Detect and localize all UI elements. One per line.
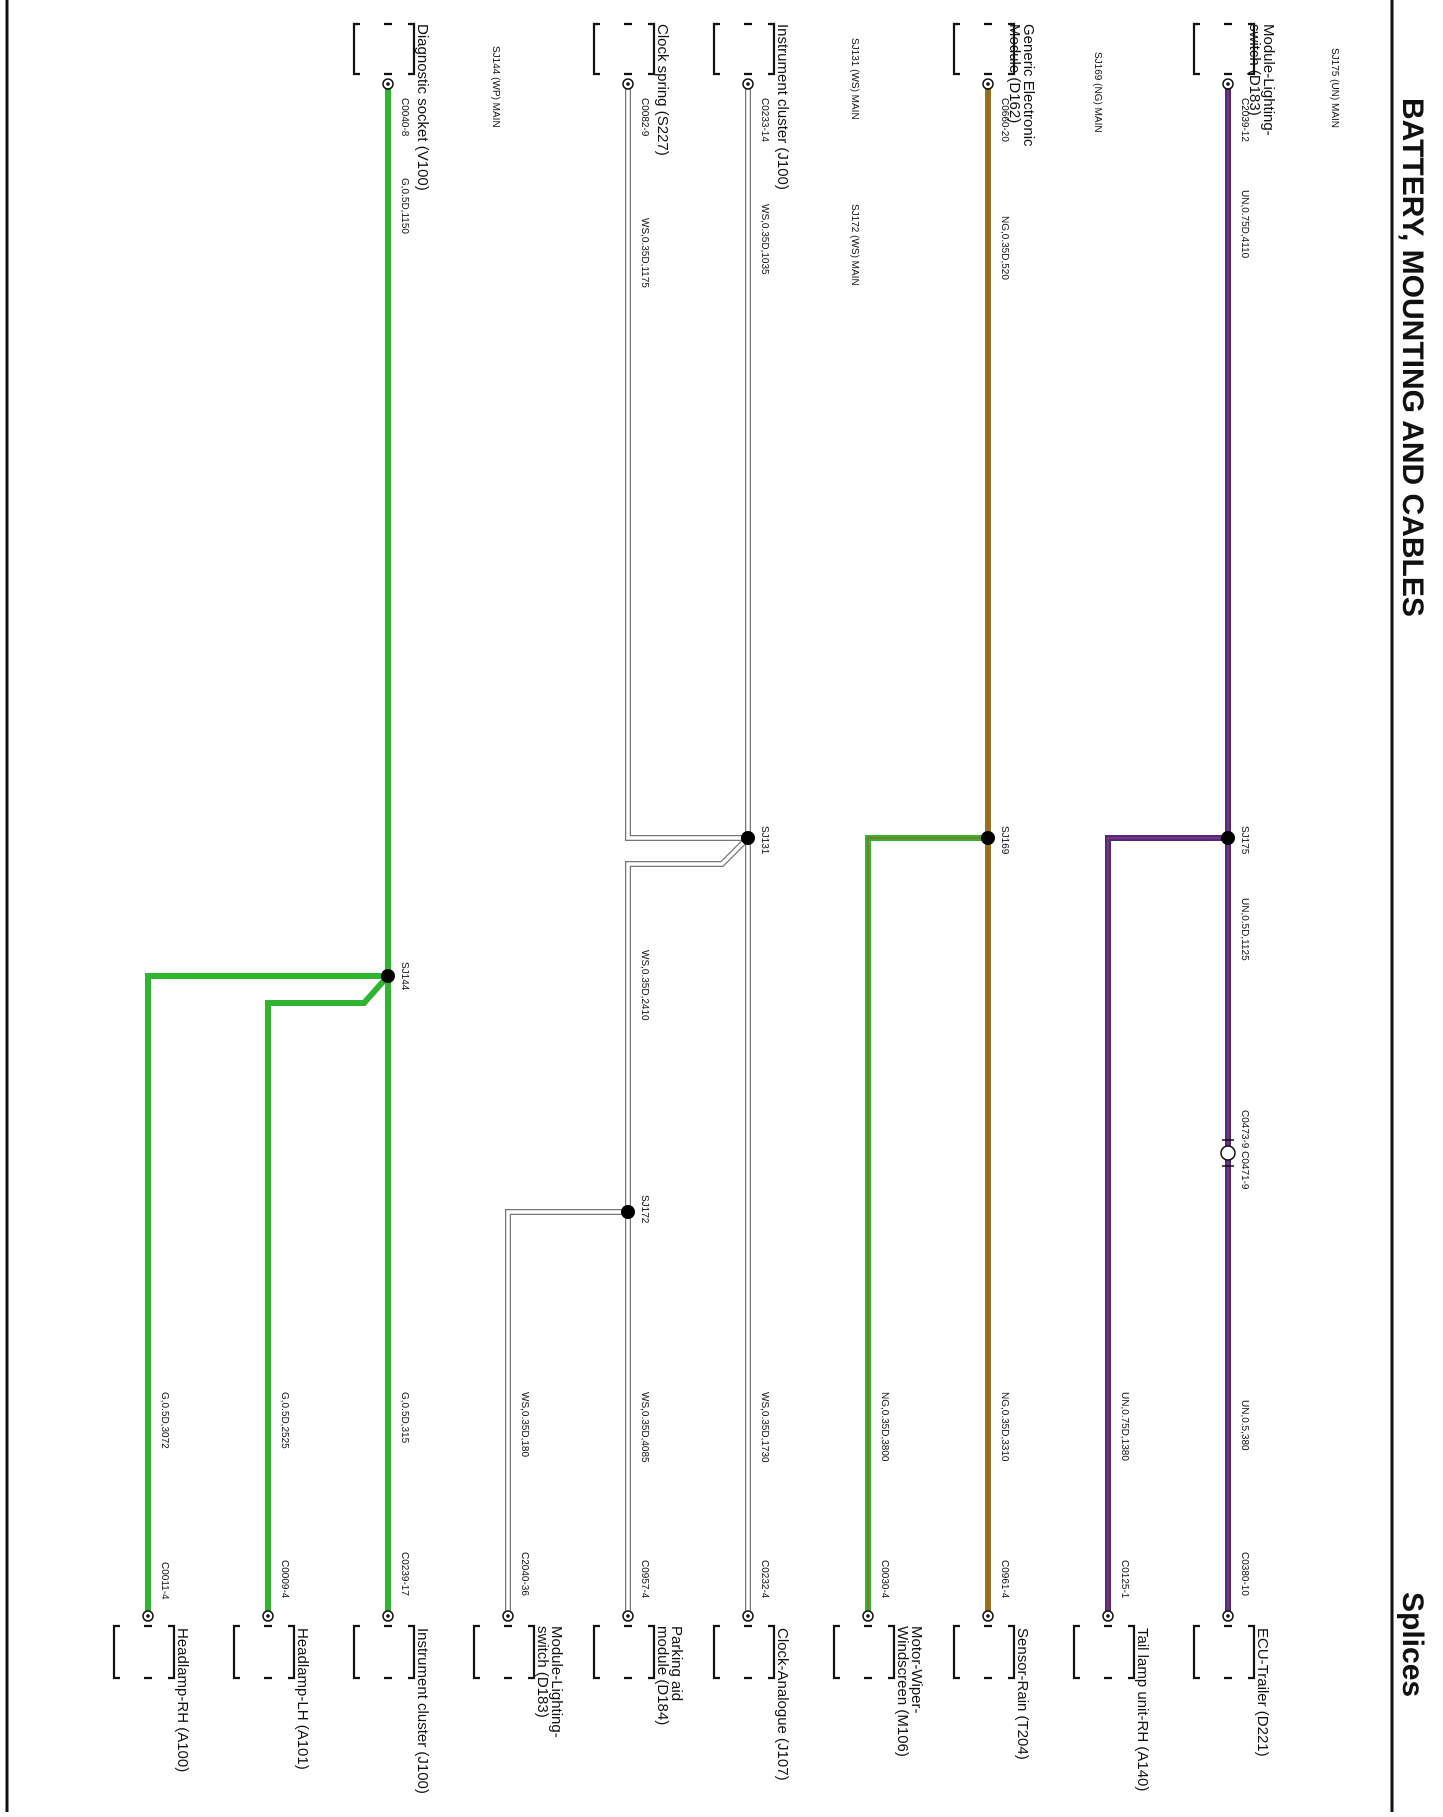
component-motor-wiper-windscreen: Motor-Wiper- Windscreen (M106) C0030-4 N…: [832, 1392, 925, 1757]
wire-g-headlamp-lh: [265, 974, 391, 1615]
splice-dot-sj175: [1221, 831, 1235, 845]
component-label-line-1: Module-Lighting-: [548, 1626, 565, 1738]
component-tail-lamp-unit-rh: Tail lamp unit-RH (A140) C0125-1 UN,0.75…: [1072, 1392, 1151, 1791]
component-module-lighting-switch-top: Module-Lighting- switch (D183) C2039-12 …: [1192, 22, 1277, 259]
connector-label: C0082-9: [639, 98, 650, 137]
wire-ng-wiper: [865, 835, 988, 1615]
splice-label-sj172: SJ172: [639, 1195, 650, 1224]
connector-label: C0030-4: [879, 1560, 890, 1599]
connector-label: C0961-4: [999, 1560, 1010, 1599]
component-label-line-1: Motor-Wiper-: [908, 1626, 925, 1714]
wires: [145, 85, 1231, 1615]
connector-label: C0011-4: [159, 1562, 170, 1600]
connector-label: C0233-14: [759, 98, 770, 142]
component-label-line-2: switch (D183): [534, 1626, 551, 1718]
component-label-line-2: module (D184): [654, 1626, 671, 1725]
component-clock-analogue: Clock-Analogue (J107) C0232-4 WS,0.35D,1…: [712, 1392, 791, 1781]
connector-label: C0239-17: [399, 1552, 410, 1596]
wire-label: UN,0.75D,4110: [1239, 190, 1250, 259]
connector-label: C0957-4: [639, 1560, 650, 1599]
connector-label: C0232-4: [759, 1560, 770, 1599]
splice-list-sj172: SJ172 (WS) MAIN: [849, 204, 860, 286]
splice-list-sj175: SJ175 (UN) MAIN: [1329, 48, 1340, 128]
component-generic-electronic-module: Generic Electronic Module (D162) C0660-2…: [952, 22, 1037, 280]
wire-label: NG,0.35D,3310: [999, 1392, 1010, 1462]
wire-ws-sj131-sj172: [625, 835, 751, 1615]
component-label-line-1: Parking aid: [668, 1626, 685, 1701]
component-label-line-1: Headlamp-RH (A100): [174, 1628, 191, 1772]
component-label-line-1: Module-Lighting-: [1260, 24, 1277, 136]
splice-label-sj144: SJ144: [399, 962, 410, 991]
component-label-line-2: Windscreen (M106): [894, 1626, 911, 1757]
component-label-line-1: Diagnostic socket (V100): [414, 24, 431, 191]
wire-label: NG,0.35D,520: [999, 216, 1010, 280]
inline-connector-marker: [1220, 1139, 1236, 1167]
wire-label-ws-0.35d-2410: WS,0.35D,2410: [639, 950, 650, 1021]
splice-dot-sj169: [981, 831, 995, 845]
inline-connector-label: C0473-9 C0471-9: [1239, 1110, 1250, 1190]
wire-label: WS,0.35D,180: [519, 1392, 530, 1457]
component-sensor-rain: Sensor-Rain (T204) C0961-4 NG,0.35D,3310: [952, 1392, 1031, 1760]
wire-g-headlamp-rh: [145, 973, 388, 1615]
component-label-line-1: Tail lamp unit-RH (A140): [1134, 1628, 1151, 1791]
component-label-line-1: Instrument cluster (J100): [774, 24, 791, 190]
component-clock-spring: Clock spring (S227) C0082-9 WS,0.35D,117…: [592, 22, 671, 288]
component-label-line-1: Headlamp-LH (A101): [294, 1628, 311, 1770]
wire-label: WS,0.35D,1035: [759, 204, 770, 275]
component-label-line-1: Clock-Analogue (J107): [774, 1628, 791, 1781]
splice-dot-sj131: [741, 831, 755, 845]
component-diagnostic-socket: Diagnostic socket (V100) C0040-8 G,0.5D,…: [352, 22, 431, 234]
wire-ws-clock-spring: [625, 85, 748, 841]
wire-label: G,0.5D,3072: [159, 1392, 170, 1449]
splice-label-sj131: SJ131: [759, 826, 770, 855]
connector-label: C0125-1: [1119, 1560, 1130, 1599]
splice-list-sj169: SJ169 (NG) MAIN: [1092, 52, 1103, 133]
component-label-line-1: Instrument cluster (J100): [414, 1628, 431, 1794]
component-headlamp-lh: Headlamp-LH (A101) C0009-4 G,0.5D,2525: [232, 1392, 311, 1770]
page-title: BATTERY, MOUNTING AND CABLES: [1396, 98, 1429, 617]
splice-label-sj175: SJ175: [1239, 826, 1250, 855]
component-label-line-1: Clock spring (S227): [654, 24, 671, 156]
wire-label: G,0.5D,315: [399, 1392, 410, 1444]
connector-label: C2040-36: [519, 1552, 530, 1596]
splice-list-sj131: SJ131 (WS) MAIN: [849, 38, 860, 120]
connector-label: C0380-10: [1239, 1552, 1250, 1596]
component-headlamp-rh: Headlamp-RH (A100) C0011-4 G,0.5D,3072: [112, 1392, 191, 1772]
connector-label: C0660-20: [999, 98, 1010, 142]
component-module-lighting-switch-bottom: Module-Lighting- switch (D183) C2040-36 …: [472, 1392, 565, 1738]
wire-label: WS,0.35D,1730: [759, 1392, 770, 1463]
wire-label-un-0.5d-1125: UN,0.5D,1125: [1239, 898, 1250, 961]
component-instrument-cluster-top: Instrument cluster (J100) C0233-14 WS,0.…: [712, 22, 791, 275]
wire-label: G,0.5D,2525: [279, 1392, 290, 1449]
component-label-line-2: switch (D183): [1246, 24, 1263, 116]
wire-label: NG,0.35D,3800: [879, 1392, 890, 1462]
splice-dot-sj144: [381, 969, 395, 983]
connector-label: C0009-4: [279, 1560, 290, 1599]
component-parking-aid-module: Parking aid module (D184) C0957-4 WS,0.3…: [592, 1392, 685, 1725]
wire-label: UN,0.75D,1380: [1119, 1392, 1130, 1461]
component-label-line-1: Sensor-Rain (T204): [1014, 1628, 1031, 1760]
splice-label-sj169: SJ169: [999, 826, 1010, 855]
wire-label: WS,0.35D,4085: [639, 1392, 650, 1463]
wire-label: G,0.5D,1150: [399, 178, 410, 234]
component-label-line-2: Module (D162): [1006, 24, 1023, 123]
component-label-line-1: ECU-Trailer (D221): [1254, 1628, 1271, 1757]
connector-label: C2039-12: [1239, 98, 1250, 142]
component-ecu-trailer: ECU-Trailer (D221) C0380-10 UN,0.5,380: [1192, 1400, 1271, 1757]
component-label-line-1: Generic Electronic: [1020, 24, 1037, 147]
wire-label: UN,0.5,380: [1239, 1400, 1250, 1451]
connector-label: C0040-8: [399, 98, 410, 137]
component-instrument-cluster-bottom: Instrument cluster (J100) C0239-17 G,0.5…: [352, 1392, 431, 1794]
splice-list-sj144: SJ144 (WP) MAIN: [490, 46, 501, 128]
wire-label: WS,0.35D,1175: [639, 218, 650, 288]
section-title: Splices: [1396, 1592, 1429, 1697]
splice-dot-sj172: [621, 1205, 635, 1219]
wire-un-tail-lamp: [1105, 835, 1228, 1615]
wire-ws-lighting-switch: [505, 1209, 628, 1615]
